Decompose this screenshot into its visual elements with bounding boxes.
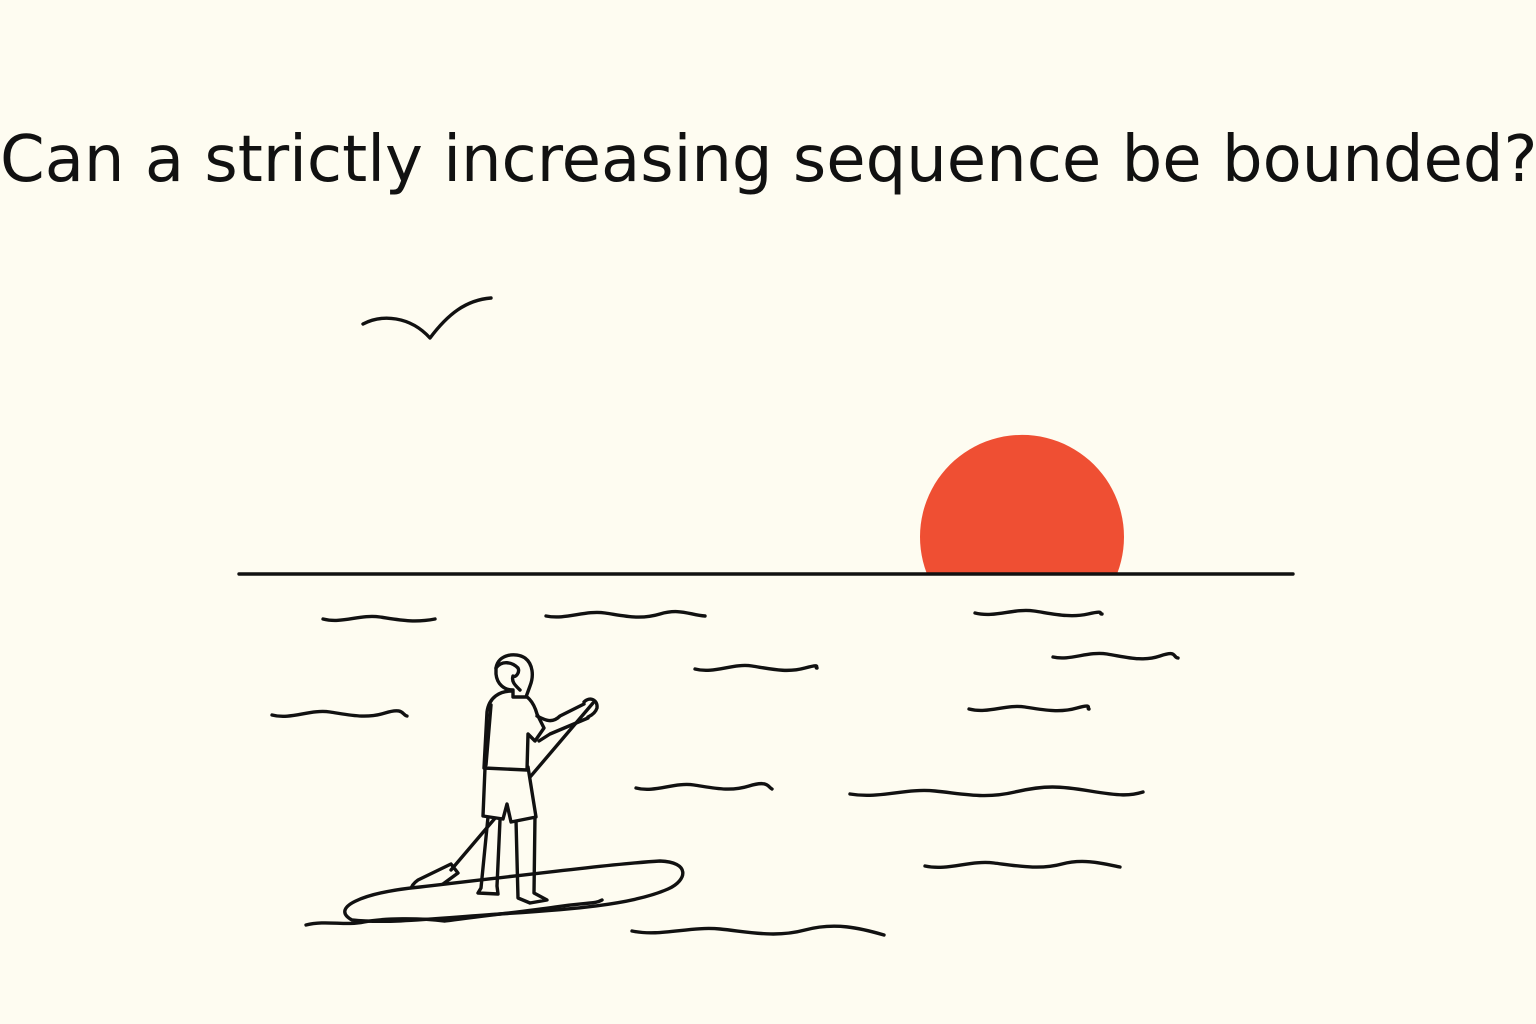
- wave: [967, 704, 1091, 713]
- person-legs: [476, 813, 549, 905]
- person-hand: [582, 697, 599, 719]
- wave: [923, 859, 1122, 869]
- wave: [630, 924, 886, 937]
- person-arm: [484, 703, 493, 767]
- wave: [1051, 651, 1180, 661]
- wave: [544, 609, 707, 619]
- wave: [973, 608, 1104, 618]
- person-torso: [482, 689, 546, 772]
- water-waves: [270, 608, 1180, 937]
- person-shorts: [481, 765, 538, 824]
- wave: [321, 614, 437, 623]
- wave: [848, 785, 1145, 798]
- wave: [634, 781, 774, 791]
- bird-icon: [361, 296, 493, 340]
- page-title: Can a strictly increasing sequence be bo…: [0, 123, 1536, 197]
- sun-icon: [920, 434, 1124, 573]
- person-arm-raised: [535, 702, 590, 743]
- board-water-line: [304, 898, 604, 927]
- person-hair: [494, 661, 522, 692]
- paddleboarder-figure: [304, 653, 685, 927]
- wave: [693, 663, 819, 673]
- wave: [270, 709, 409, 718]
